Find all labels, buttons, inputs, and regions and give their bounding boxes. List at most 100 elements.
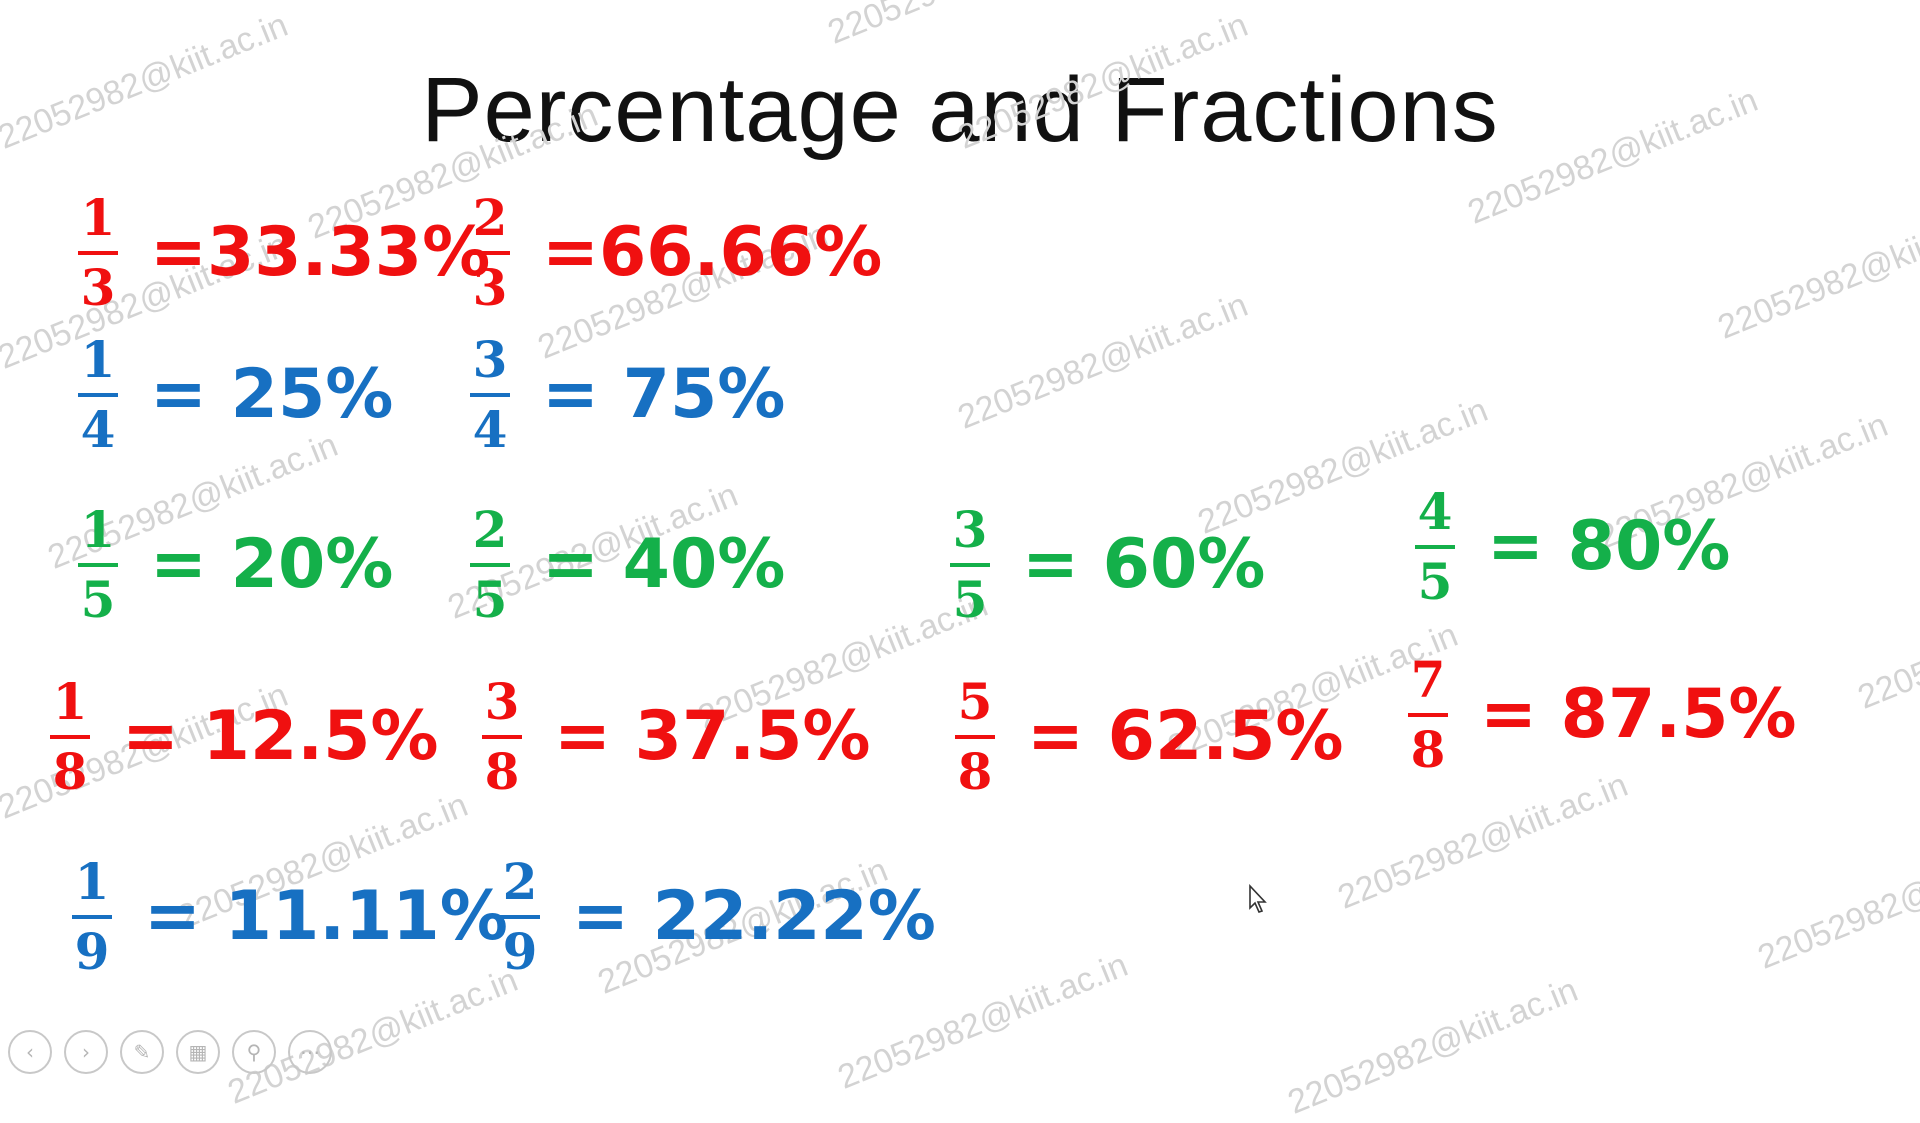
fraction-entry: 1 4 = 25%	[78, 335, 393, 455]
fraction-numerator: 3	[952, 500, 988, 559]
fraction-numerator: 2	[472, 188, 508, 247]
watermark-text: 22052982@kiit.ac.in	[1752, 825, 1920, 977]
arrow-right-icon: ›	[82, 1040, 90, 1064]
arrow-left-icon: ‹	[26, 1040, 34, 1064]
fraction-bar	[470, 563, 510, 567]
slideshow-controls: ‹ › ✎ ▦ ⚲ ⋯	[8, 1030, 332, 1074]
zoom-button[interactable]: ⚲	[232, 1030, 276, 1074]
fraction-denominator: 5	[472, 570, 508, 629]
watermark-text: 22052982@kiit.ac.in	[1332, 765, 1634, 917]
fraction-denominator: 4	[80, 400, 116, 459]
fraction-entry: 1 8 = 12.5%	[50, 677, 439, 797]
fraction-denominator: 4	[472, 400, 508, 459]
fraction-entry: 5 8 = 62.5%	[955, 677, 1344, 797]
fraction-bar	[50, 735, 90, 739]
fraction-entry: 4 5 = 80%	[1415, 487, 1730, 607]
more-icon: ⋯	[300, 1040, 320, 1064]
fraction-entry: 1 5 = 20%	[78, 505, 393, 625]
fraction-denominator: 8	[484, 742, 520, 801]
percentage-value: = 87.5%	[1480, 675, 1797, 754]
fraction-bar	[955, 735, 995, 739]
magnifier-icon: ⚲	[246, 1040, 262, 1064]
percentage-value: = 25%	[150, 355, 394, 434]
percentage-value: = 40%	[542, 525, 786, 604]
percentage-value: = 11.11%	[144, 877, 508, 956]
watermark-text: 22052982@kiit.ac.in	[952, 285, 1254, 437]
fraction-denominator: 3	[472, 258, 508, 317]
percentage-value: = 60%	[1022, 525, 1266, 604]
fraction-numerator: 1	[52, 672, 88, 731]
fraction-denominator: 8	[957, 742, 993, 801]
fraction-bar	[78, 251, 118, 255]
fraction-numerator: 1	[80, 500, 116, 559]
watermark-text: 22052982@kiit.ac.in	[1852, 565, 1920, 717]
watermark-text: 22052982@kiit.ac.in	[1282, 970, 1584, 1122]
previous-slide-button[interactable]: ‹	[8, 1030, 52, 1074]
slides-grid-icon: ▦	[188, 1040, 208, 1064]
pen-tool-button[interactable]: ✎	[120, 1030, 164, 1074]
see-all-slides-button[interactable]: ▦	[176, 1030, 220, 1074]
fraction-bar	[470, 393, 510, 397]
percentage-value: =33.33%	[150, 213, 491, 292]
fraction-bar	[78, 393, 118, 397]
fraction-numerator: 7	[1410, 650, 1446, 709]
fraction-numerator: 3	[472, 330, 508, 389]
fraction-denominator: 9	[74, 922, 110, 981]
fraction-bar	[500, 915, 540, 919]
fraction-entry: 7 8 = 87.5%	[1408, 655, 1797, 775]
fraction-bar	[1408, 713, 1448, 717]
fraction-bar	[78, 563, 118, 567]
percentage-value: = 22.22%	[572, 877, 936, 956]
fraction-numerator: 1	[80, 188, 116, 247]
percentage-value: = 37.5%	[554, 697, 871, 776]
percentage-value: = 12.5%	[122, 697, 439, 776]
fraction-numerator: 3	[484, 672, 520, 731]
fraction-entry: 2 3 =66.66%	[470, 193, 882, 313]
percentage-value: =66.66%	[542, 213, 883, 292]
fraction-entry: 2 5 = 40%	[470, 505, 785, 625]
fraction-denominator: 5	[952, 570, 988, 629]
next-slide-button[interactable]: ›	[64, 1030, 108, 1074]
fraction-denominator: 8	[1410, 720, 1446, 779]
fraction-entry: 2 9 = 22.22%	[500, 857, 936, 977]
fraction-entry: 3 4 = 75%	[470, 335, 785, 455]
fraction-bar	[470, 251, 510, 255]
fraction-entry: 1 3 =33.33%	[78, 193, 490, 313]
more-options-button[interactable]: ⋯	[288, 1030, 332, 1074]
fraction-numerator: 5	[957, 672, 993, 731]
fraction-denominator: 9	[502, 922, 538, 981]
fraction-bar	[950, 563, 990, 567]
fraction-numerator: 2	[502, 852, 538, 911]
fraction-denominator: 5	[80, 570, 116, 629]
watermark-text: 22052982@kiit.ac.in	[823, 0, 1124, 53]
fraction-numerator: 2	[472, 500, 508, 559]
fraction-entry: 1 9 = 11.11%	[72, 857, 508, 977]
pen-icon: ✎	[133, 1040, 151, 1064]
fraction-bar	[1415, 545, 1455, 549]
fraction-numerator: 1	[80, 330, 116, 389]
fraction-entry: 3 8 = 37.5%	[482, 677, 871, 797]
fraction-denominator: 5	[1417, 552, 1453, 611]
watermark-text: 22052982@kiit.ac.in	[1712, 195, 1920, 347]
percentage-value: = 75%	[542, 355, 786, 434]
fraction-denominator: 3	[80, 258, 116, 317]
fraction-numerator: 4	[1417, 482, 1453, 541]
percentage-value: = 62.5%	[1027, 697, 1344, 776]
percentage-value: = 80%	[1487, 507, 1731, 586]
slide-title: Percentage and Fractions	[421, 59, 1499, 161]
mouse-cursor-icon	[1249, 884, 1267, 913]
